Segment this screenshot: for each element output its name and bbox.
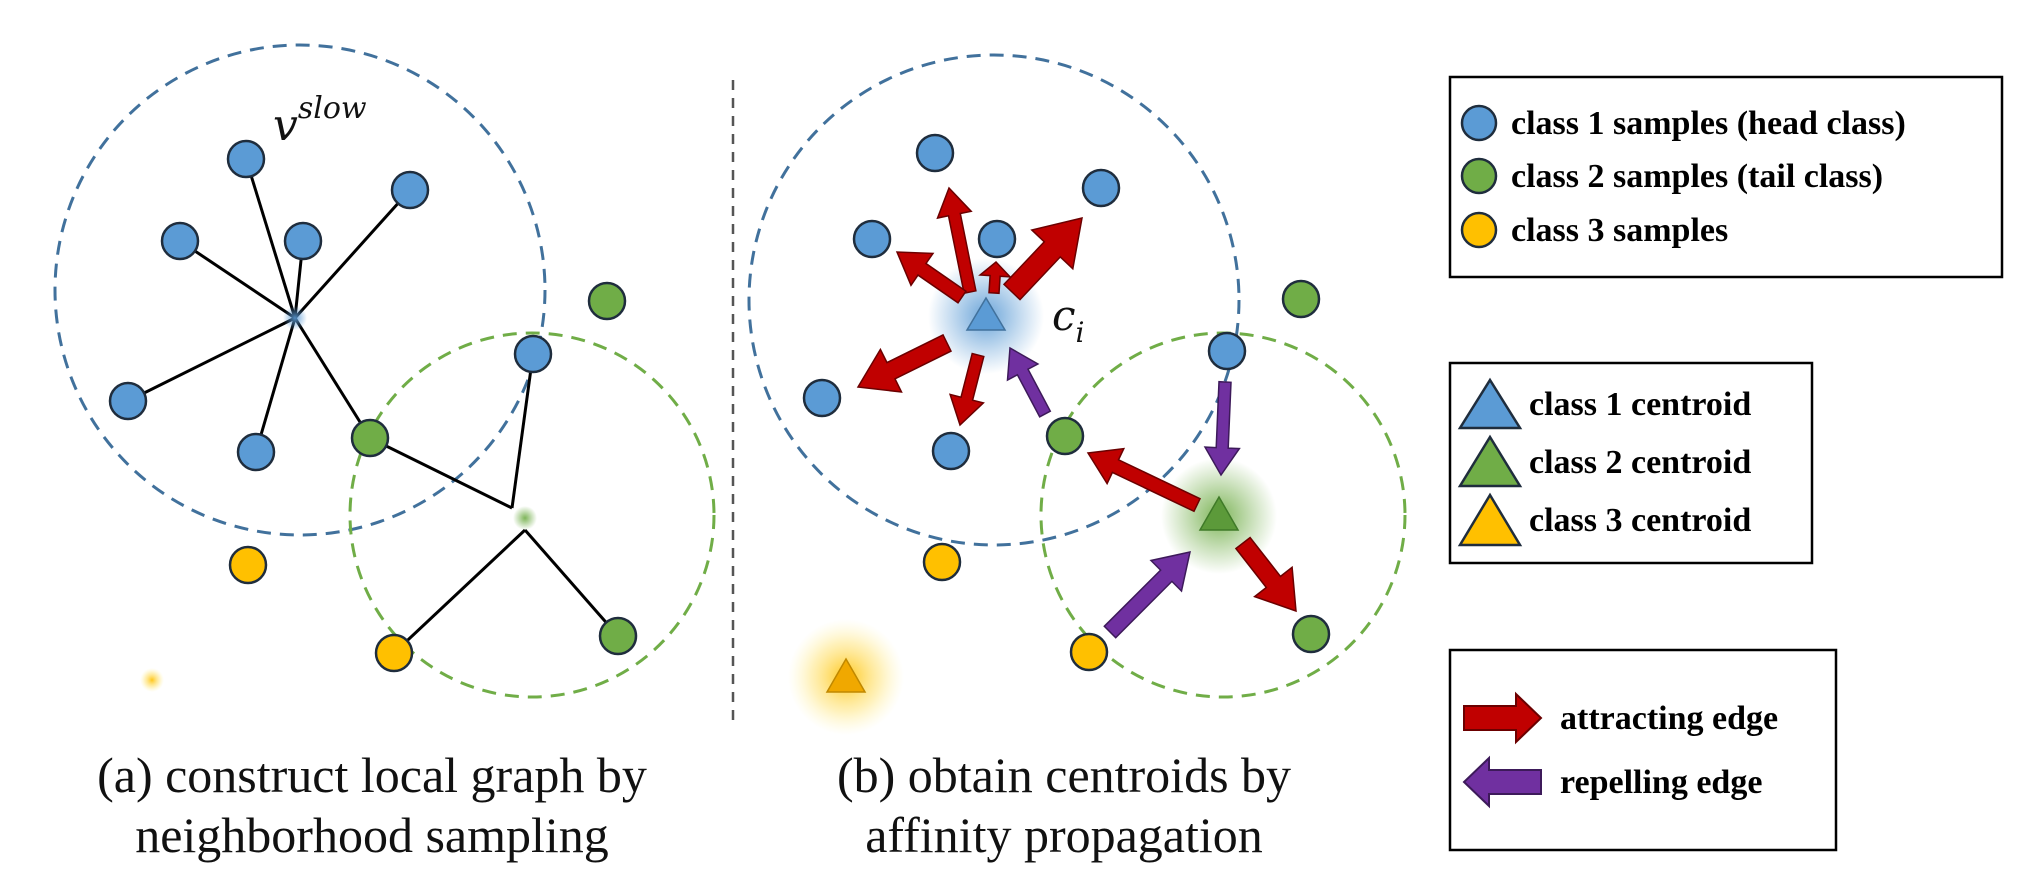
ci-label: ci (1052, 291, 1085, 349)
caption-b-line2: affinity propagation (865, 807, 1263, 863)
sample-node (1207, 331, 1247, 371)
sample-node (598, 616, 638, 656)
sample-node (513, 334, 553, 374)
legend-centroid-label-2: class 2 centroid (1529, 444, 1751, 481)
graph-edges-a (127, 158, 620, 655)
legend-samples-box (1448, 75, 2004, 279)
legend-attracting-swatch (1463, 691, 1543, 745)
legend-edges: attracting edge repelling edge (1448, 648, 1838, 852)
sample-node (977, 219, 1017, 259)
attracting-edge-arrow (1086, 447, 1201, 513)
legend-centroid-label-1: class 1 centroid (1529, 386, 1751, 423)
class1-neighborhood-circle-b (747, 53, 1241, 547)
class3-centroid-b (825, 657, 867, 693)
caption-a-line2: neighborhood sampling (135, 807, 609, 863)
legend-edge-label-2: repelling edge (1560, 764, 1762, 801)
sample-node (236, 432, 276, 472)
class2-centroid-b (1198, 495, 1240, 531)
sample-node (228, 545, 268, 585)
sample-node (390, 170, 430, 210)
class1-nodes-b (802, 133, 1247, 471)
sample-node (852, 219, 892, 259)
sample-node (1045, 416, 1085, 456)
sample-node (915, 133, 955, 173)
sample-node (802, 378, 842, 418)
v-slow-label: vslow (273, 91, 367, 151)
caption-a-line1: (a) construct local graph by (97, 747, 647, 803)
repelling-edge-arrow (1103, 551, 1191, 639)
attracting-edge-arrow (856, 333, 953, 393)
legend-centroid-swatch-2 (1457, 434, 1523, 488)
sample-node (1291, 614, 1331, 654)
class3-centroid-glow-a (140, 668, 164, 692)
legend-samples: class 1 samples (head class) class 2 sam… (1448, 75, 2004, 279)
repelling-edge-arrow (1203, 380, 1241, 477)
panel-b: ci (b) obtain centroids by affinity prop… (747, 53, 1407, 863)
legend-centroid-swatch-3 (1457, 492, 1523, 547)
class1-centroid-glow-a (283, 306, 307, 330)
panel-a: vslow (a) construct local graph by neigh… (53, 43, 716, 863)
sample-node (1081, 168, 1121, 208)
attracting-edge-arrow (978, 260, 1012, 295)
legend-sample-label-2: class 2 samples (tail class) (1511, 158, 1883, 195)
class3-nodes-b (922, 542, 1109, 672)
class1-neighborhood-circle-a (53, 43, 547, 537)
sample-node (350, 418, 390, 458)
legend-edge-label-1: attracting edge (1560, 700, 1778, 737)
repelling-edge-arrow (1006, 346, 1052, 418)
legend-sample-label-3: class 3 samples (1511, 212, 1728, 249)
legend-centroid-swatch-1 (1457, 377, 1523, 430)
sample-node (1069, 632, 1109, 672)
sample-node (108, 381, 148, 421)
edge-arrows-b (856, 186, 1297, 639)
class2-neighborhood-circle-a (348, 331, 716, 699)
legend-edges-box (1448, 648, 1838, 852)
sample-node (374, 633, 414, 673)
attracting-edge-arrow (1234, 536, 1297, 613)
sample-node (160, 221, 200, 261)
class2-nodes-b (1045, 279, 1331, 654)
legend-centroid-label-3: class 3 centroid (1529, 502, 1751, 539)
sample-node (283, 221, 323, 261)
legend-centroids: class 1 centroid class 2 centroid class … (1448, 361, 1814, 565)
legend-sample-swatch-1 (1460, 104, 1498, 142)
class1-nodes-a (108, 139, 553, 472)
legend-sample-swatch-3 (1460, 211, 1498, 249)
sample-node (587, 281, 627, 321)
class1-centroid-b (965, 296, 1007, 331)
class3-nodes-a (228, 545, 414, 673)
attracting-edge-arrow (936, 186, 977, 295)
attracting-edge-arrow (948, 352, 985, 427)
legend-sample-swatch-2 (1460, 157, 1498, 195)
legend-sample-label-1: class 1 samples (head class) (1511, 105, 1906, 142)
legend-repelling-swatch (1462, 755, 1542, 809)
class2-centroid-glow-a (513, 506, 537, 530)
attracting-edge-arrow (895, 251, 968, 304)
attracting-edge-arrow (1002, 217, 1083, 301)
sample-node (226, 139, 266, 179)
class2-nodes-a (350, 281, 638, 656)
caption-b-line1: (b) obtain centroids by (837, 747, 1291, 803)
sample-node (931, 431, 971, 471)
sample-node (922, 542, 962, 582)
sample-node (1281, 279, 1321, 319)
